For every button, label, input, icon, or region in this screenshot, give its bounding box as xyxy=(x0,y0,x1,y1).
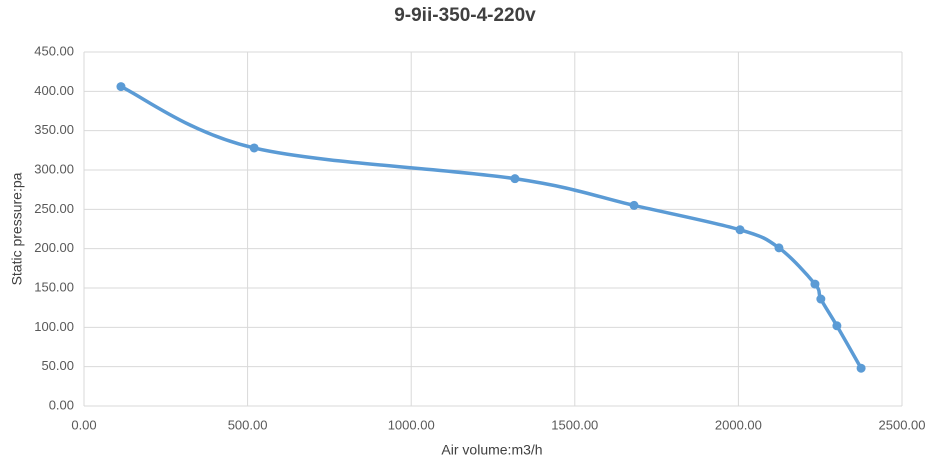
y-tick-label: 350.00 xyxy=(34,122,74,137)
point xyxy=(774,243,784,253)
x-tick-label: 500.00 xyxy=(228,417,268,432)
x-axis-title: Air volume:m3/h xyxy=(441,442,542,458)
x-tick-label: 2500.00 xyxy=(879,417,926,432)
x-tick-label: 0.00 xyxy=(71,417,96,432)
point xyxy=(629,200,639,210)
y-tick-label: 100.00 xyxy=(34,319,74,334)
point xyxy=(249,143,259,153)
y-tick-label: 300.00 xyxy=(34,161,74,176)
point xyxy=(116,82,126,92)
point xyxy=(810,279,820,289)
point xyxy=(735,225,745,235)
y-axis-title: Static pressure:pa xyxy=(9,172,25,285)
curve xyxy=(120,85,863,370)
y-tick-label: 150.00 xyxy=(34,279,74,294)
chart-title: 9-9ii-350-4-220v xyxy=(394,5,536,26)
y-tick-label: 50.00 xyxy=(41,358,74,373)
y-tick-label: 450.00 xyxy=(34,43,74,58)
y-tick-label: 250.00 xyxy=(34,201,74,216)
point xyxy=(856,363,866,373)
point xyxy=(510,174,520,184)
y-tick-label: 200.00 xyxy=(34,240,74,255)
x-tick-label: 2000.00 xyxy=(715,417,762,432)
y-tick-label: 400.00 xyxy=(34,83,74,98)
x-tick-label: 1500.00 xyxy=(551,417,598,432)
y-tick-label: 0.00 xyxy=(49,397,74,412)
point xyxy=(816,294,826,304)
point xyxy=(832,321,842,331)
x-tick-label: 1000.00 xyxy=(388,417,435,432)
